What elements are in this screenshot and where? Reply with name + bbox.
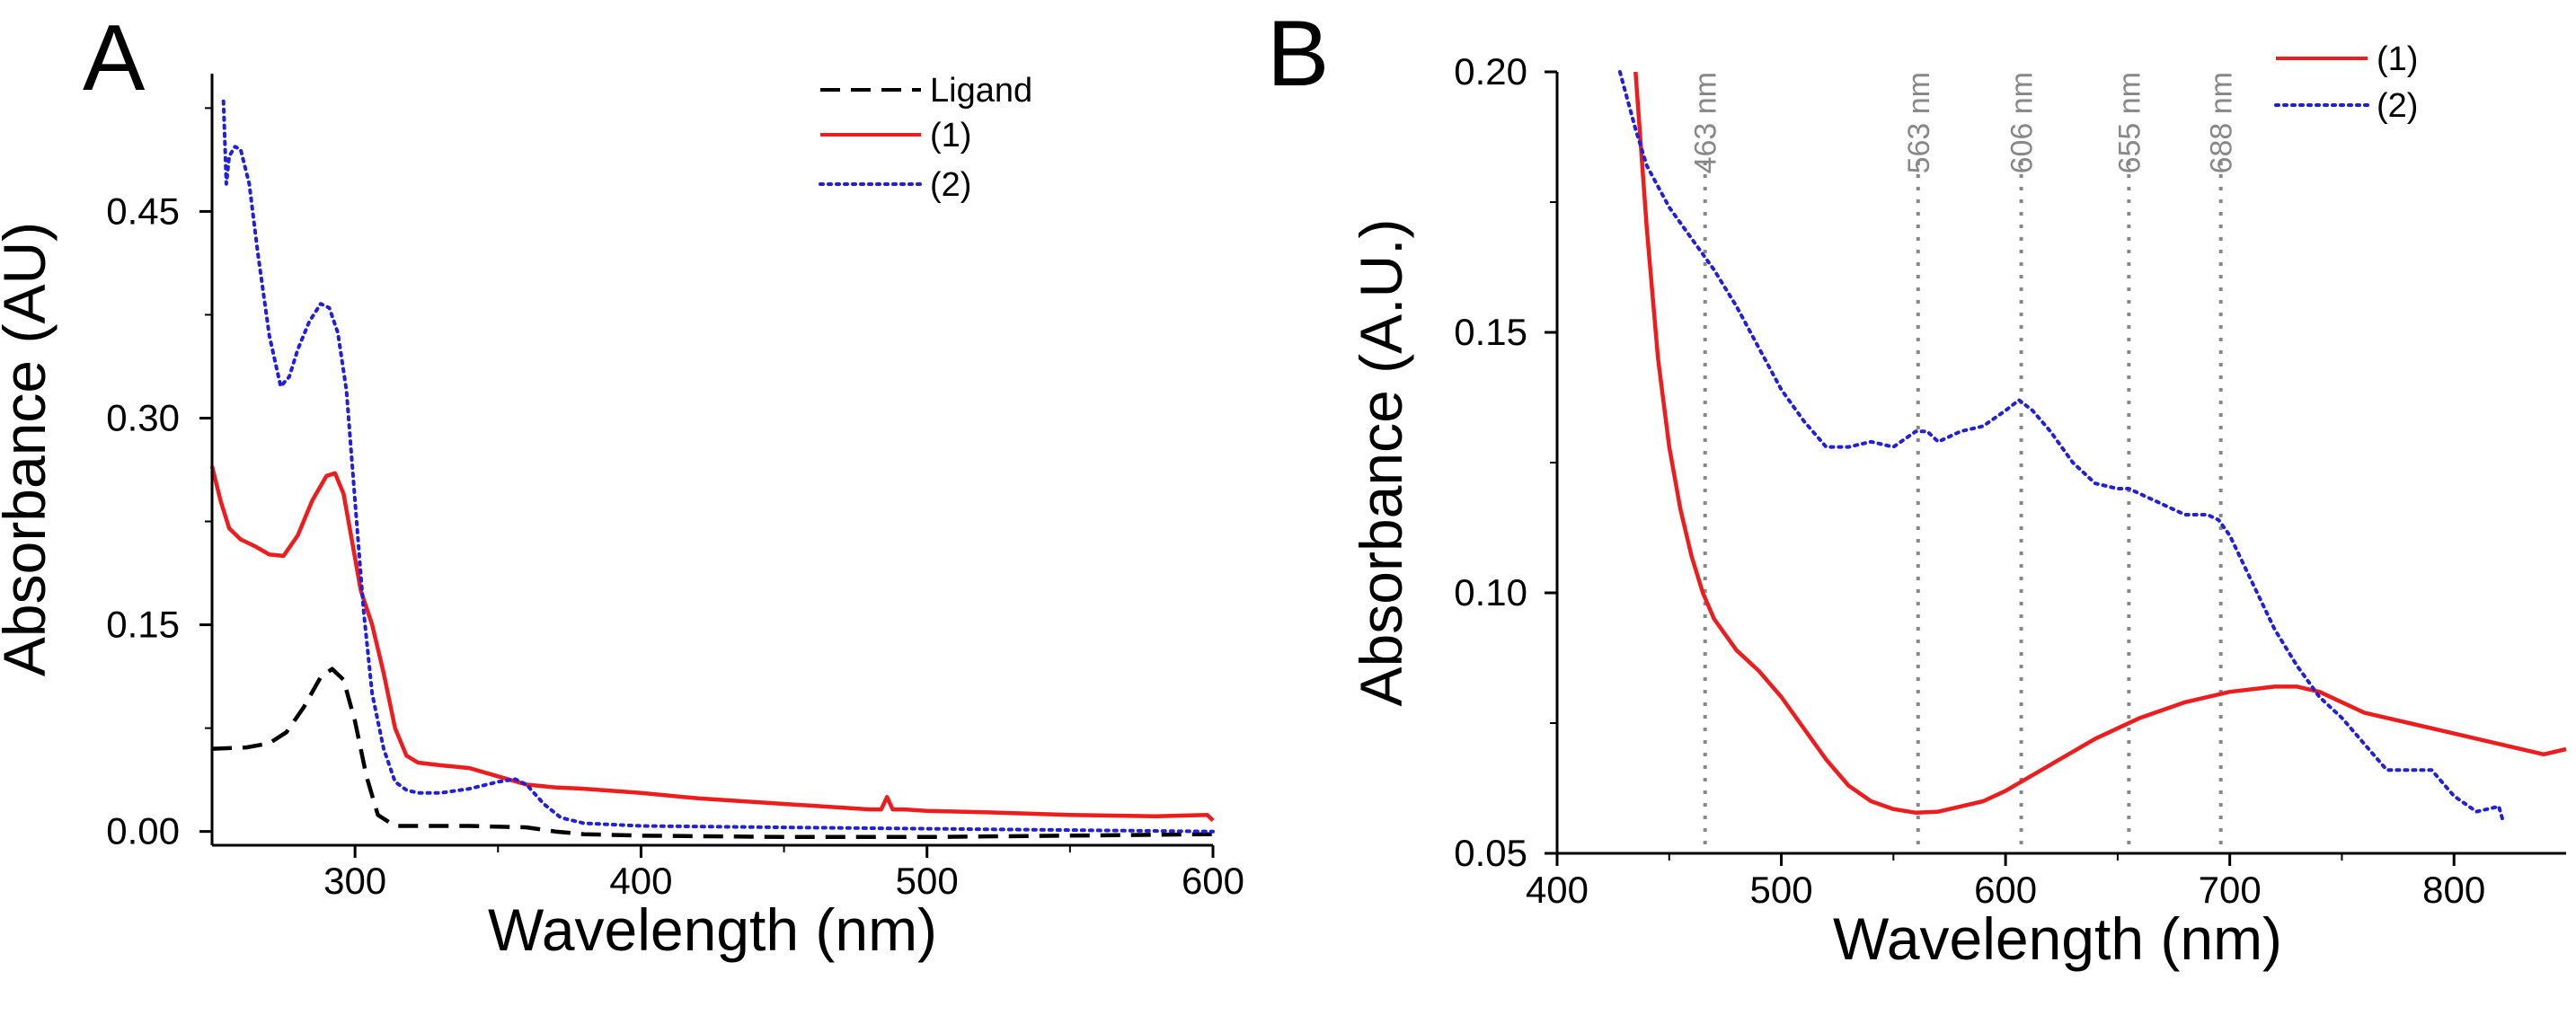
x-tick-label: 600 (1182, 860, 1244, 902)
panel-a-legend: Ligand (1) (2) (819, 72, 1032, 204)
y-tick-label: 0.15 (1454, 311, 1527, 353)
panel-b-plot-area (1617, 70, 2567, 825)
legend-label-ligand: Ligand (930, 72, 1032, 110)
x-tick-label: 600 (1974, 869, 2037, 911)
x-tick-label: 800 (2422, 869, 2485, 911)
panel-a-plot-area (209, 99, 1215, 840)
panel-b-annotations: 463 nm 563 nm 606 nm 655 nm 688 nm (1689, 72, 2239, 853)
annotation-label-463-nm: 463 nm (1689, 72, 1723, 173)
y-tick-label: 0.30 (106, 396, 180, 438)
panel-a-axes (210, 74, 1213, 847)
panel-label-a: A (83, 6, 146, 110)
panel-b-legend: (1) (2) (2274, 40, 2418, 125)
series-line-2 (1617, 70, 2506, 825)
y-tick-label: 0.05 (1454, 832, 1527, 874)
series-line-1 (209, 465, 1215, 823)
series-line-ligand (211, 666, 1214, 840)
x-tick-label: 700 (2199, 869, 2262, 911)
x-tick-label: 300 (323, 860, 386, 902)
panel-b: B 463 nm 563 nm 606 nm 655 nm 688 nm 400 500 6… (1267, 2, 2567, 972)
annotation-label-655-nm: 655 nm (2112, 72, 2147, 173)
panel-b-x-ticks: 400 500 600 700 800 (1526, 853, 2485, 911)
panel-b-y-axis-label: Absorbance (A.U.) (1348, 219, 1414, 707)
legend-label-2: (2) (930, 166, 971, 204)
legend-label-1: (1) (930, 117, 971, 154)
panel-label-b: B (1267, 2, 1329, 106)
panel-a-x-axis-label: Wavelength (nm) (488, 896, 937, 963)
series-line-1 (1633, 71, 2567, 816)
panel-b-axes (1555, 72, 2566, 855)
annotation-label-688-nm: 688 nm (2205, 72, 2239, 173)
panel-a-x-ticks: 300 400 500 600 (323, 845, 1244, 902)
y-tick-label: 0.00 (106, 810, 180, 852)
y-tick-label: 0.10 (1454, 571, 1527, 614)
y-tick-label: 0.45 (106, 190, 180, 232)
panel-a-y-ticks: 0.00 0.15 0.30 0.45 (106, 107, 212, 852)
y-tick-label: 0.20 (1454, 50, 1527, 93)
y-tick-label: 0.15 (106, 604, 180, 646)
x-tick-label: 400 (609, 860, 672, 902)
x-tick-label: 400 (1526, 869, 1589, 911)
legend-label-1: (1) (2377, 40, 2418, 78)
series-line-2 (221, 99, 1215, 834)
panel-a-y-axis-label: Absorbance (AU) (0, 222, 58, 676)
panel-b-x-axis-label: Wavelength (nm) (1833, 905, 2282, 972)
panel-a: A 300 400 500 600 0.00 0.15 0.30 0.45 Waveleng… (0, 6, 1244, 963)
x-tick-label: 500 (896, 860, 959, 902)
panel-b-y-ticks: 0.05 0.10 0.15 0.20 (1454, 50, 1557, 874)
legend-label-2: (2) (2377, 87, 2418, 125)
annotation-label-563-nm: 563 nm (1902, 72, 1936, 173)
x-tick-label: 500 (1750, 869, 1813, 911)
annotation-label-606-nm: 606 nm (2005, 72, 2040, 173)
